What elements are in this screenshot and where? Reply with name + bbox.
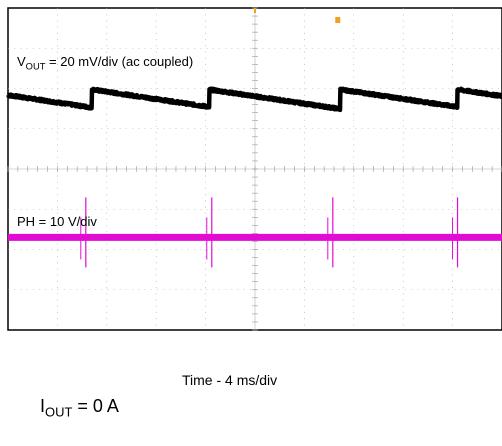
markers (254, 8, 341, 23)
trigger-level-marker (335, 17, 341, 23)
vout-scale-label: VOUT = 20 mV/div (ac coupled) (17, 54, 194, 72)
ph-scale-label: PH = 10 V/div (17, 214, 97, 229)
vout-trace (6, 86, 502, 113)
x-axis-label: Time - 4 ms/div (182, 372, 278, 388)
grid (7, 7, 502, 331)
iout-condition-label: IOUT = 0 A (40, 396, 119, 420)
ph-trace (8, 197, 502, 268)
vout-waveform (6, 86, 502, 113)
